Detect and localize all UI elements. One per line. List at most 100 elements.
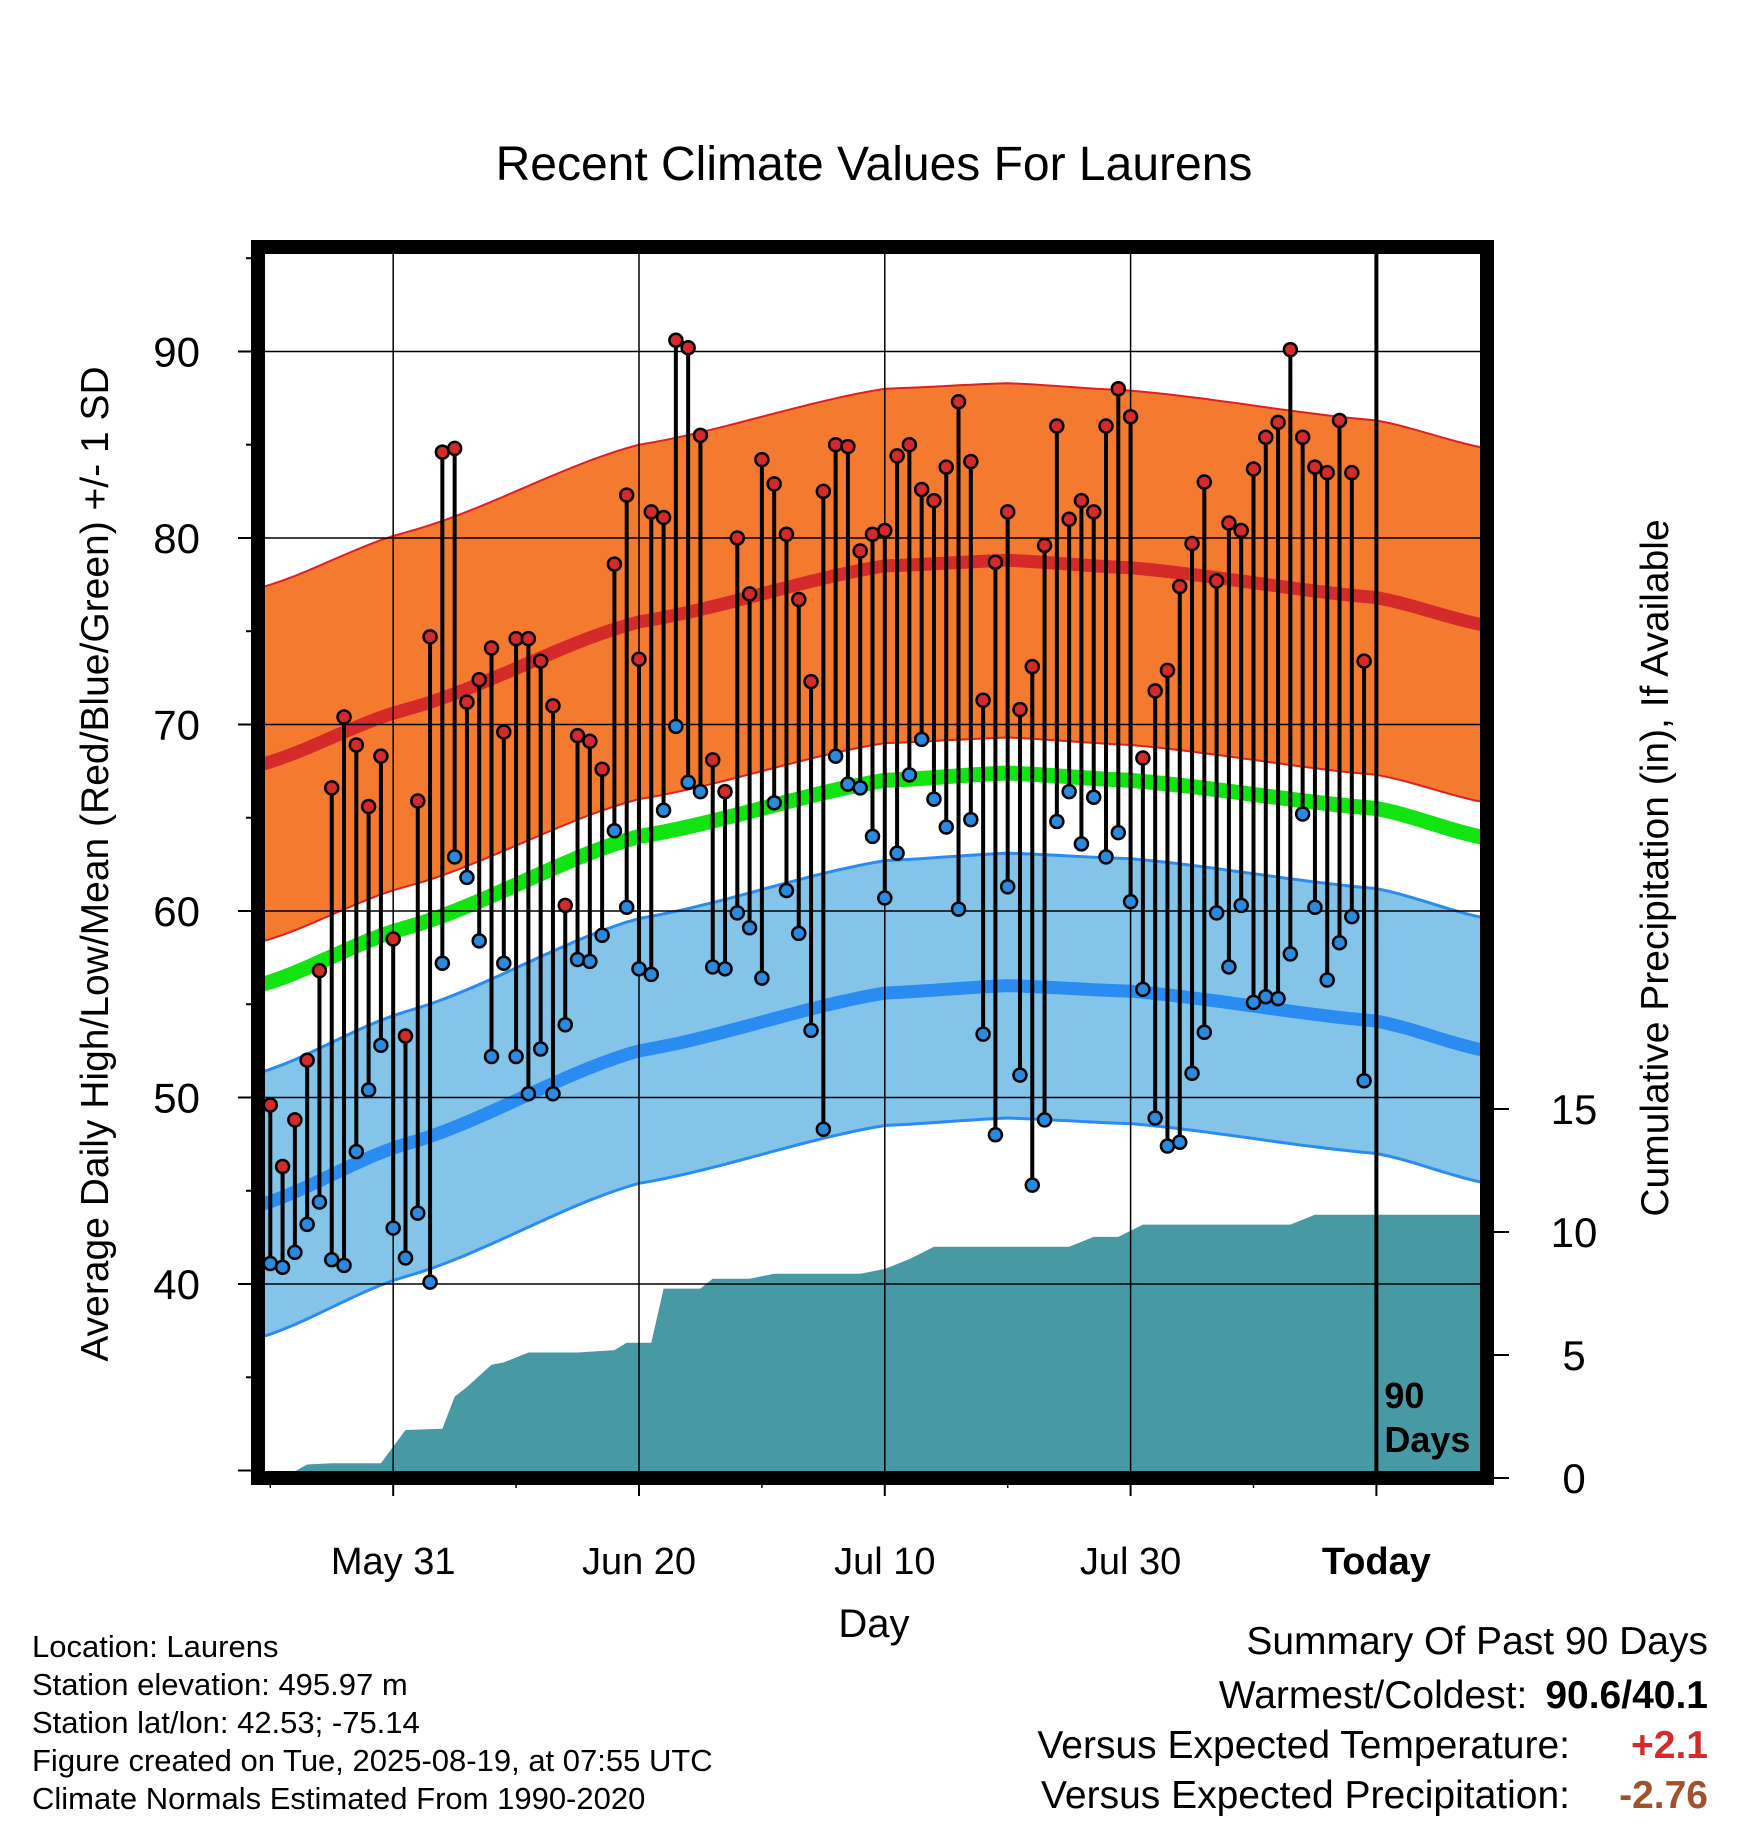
daily-low-point [1024, 1177, 1041, 1193]
daily-low-point [1110, 824, 1127, 841]
daily-low-point [1012, 1067, 1028, 1083]
daily-high-point [606, 556, 623, 572]
daily-low-point [766, 795, 782, 811]
warmest-coldest-label: Warmest/Coldest: [1218, 1674, 1528, 1717]
daily-high-point [827, 436, 844, 453]
daily-high-point [1196, 474, 1213, 490]
daily-low-point [840, 776, 856, 792]
y-tick-label-left: 80 [153, 515, 200, 562]
daily-low-point [913, 731, 930, 748]
daily-low-point [1245, 994, 1262, 1011]
today-annotation-label: Days [1384, 1419, 1470, 1460]
daily-low-point [1098, 849, 1114, 865]
daily-low-point [520, 1086, 537, 1102]
daily-low-point [459, 869, 475, 886]
daily-high-point [1294, 429, 1311, 445]
daily-low-point [999, 878, 1016, 895]
y-axis-label-left: Average Daily High/Low/Mean (Red/Blue/Gr… [74, 366, 117, 1361]
daily-high-point [680, 339, 696, 356]
daily-low-point [1282, 946, 1299, 962]
daily-high-point [373, 748, 389, 764]
high-sd-upper [258, 382, 1487, 590]
daily-high-point [938, 459, 954, 475]
daily-high-point [766, 476, 782, 492]
location-text: Location: Laurens [32, 1629, 279, 1664]
daily-high-point [692, 427, 709, 444]
daily-low-point [1233, 897, 1249, 914]
daily-low-point [1122, 893, 1139, 910]
daily-high-point [360, 798, 377, 815]
daily-low-point [1319, 972, 1335, 988]
daily-high-point [668, 332, 684, 349]
daily-low-point [545, 1086, 561, 1102]
low-sd-lower [258, 1116, 1487, 1340]
chart-title: Recent Climate Values For Laurens [496, 138, 1253, 191]
daily-low-point [729, 905, 746, 921]
x-tick-label: Jul 30 [1080, 1541, 1181, 1583]
daily-high-point [864, 526, 881, 542]
daily-high-point [287, 1112, 303, 1128]
daily-high-point [1012, 701, 1028, 718]
daily-low-point [778, 882, 795, 899]
y-tick-label-left: 60 [153, 888, 200, 935]
daily-high-point [631, 651, 647, 667]
daily-low-point [336, 1257, 352, 1274]
y-tick-label-right: 5 [1562, 1332, 1585, 1379]
daily-high-point [803, 673, 819, 690]
y-tick-label-left: 70 [153, 701, 200, 748]
daily-high-point [778, 526, 795, 542]
daily-low-point [1221, 959, 1237, 975]
daily-low-point [323, 1252, 340, 1268]
daily-high-point [901, 436, 918, 453]
daily-high-point [1135, 750, 1151, 766]
footer-info: Location: Laurens Station elevation: 495… [32, 1628, 713, 1818]
daily-high-point [1307, 459, 1323, 475]
daily-high-point [1356, 653, 1372, 669]
y-tick-label-right: 15 [1551, 1086, 1598, 1133]
summary-heading: Summary Of Past 90 Days [1246, 1620, 1708, 1663]
daily-low-point [348, 1143, 365, 1160]
daily-high-point [655, 509, 672, 526]
daily-low-point [434, 955, 451, 971]
daily-high-point [1098, 418, 1114, 434]
daily-low-point [582, 953, 598, 970]
normal-low-line [258, 979, 1487, 1212]
daily-high-point [1147, 683, 1163, 699]
daily-high-point [1085, 504, 1102, 520]
y-tick-label-right: 10 [1551, 1209, 1598, 1256]
daily-high-point [311, 962, 328, 979]
daily-low-point [508, 1048, 524, 1065]
daily-low-point [1294, 806, 1311, 822]
daily-low-point [311, 1194, 328, 1210]
precipitation-label: Versus Expected Precipitation: [1041, 1774, 1570, 1817]
daily-low-point [741, 920, 758, 936]
daily-low-point [717, 961, 733, 977]
y-tick-label-left: 90 [153, 328, 200, 375]
daily-high-point [496, 724, 512, 740]
daily-low-point [397, 1250, 414, 1266]
daily-low-point [287, 1244, 303, 1261]
low-sd-upper [258, 851, 1487, 1075]
daily-low-point [496, 955, 512, 971]
x-tick-label: Jun 20 [582, 1541, 696, 1583]
daily-low-point [1147, 1110, 1163, 1126]
daily-low-point [410, 1205, 426, 1221]
daily-high-point [963, 453, 979, 470]
daily-low-point [373, 1037, 389, 1054]
plot-frame [251, 240, 1494, 1485]
summary-precipitation: Versus Expected Precipitation: -2.76 [1041, 1774, 1708, 1818]
created-text: Figure created on Tue, 2025-08-19, at 07… [32, 1743, 713, 1778]
daily-high-point [950, 394, 967, 410]
daily-high-point [1331, 412, 1348, 429]
daily-high-point [754, 451, 770, 468]
daily-high-point [1073, 492, 1090, 509]
daily-low-point [950, 901, 967, 917]
daily-high-point [459, 694, 475, 710]
daily-high-point [545, 698, 561, 714]
daily-high-point [422, 629, 438, 645]
daily-low-point [975, 1026, 991, 1042]
daily-high-point [348, 737, 365, 753]
daily-high-point [729, 530, 746, 546]
daily-low-point [1208, 905, 1225, 921]
daily-low-point [901, 767, 918, 783]
